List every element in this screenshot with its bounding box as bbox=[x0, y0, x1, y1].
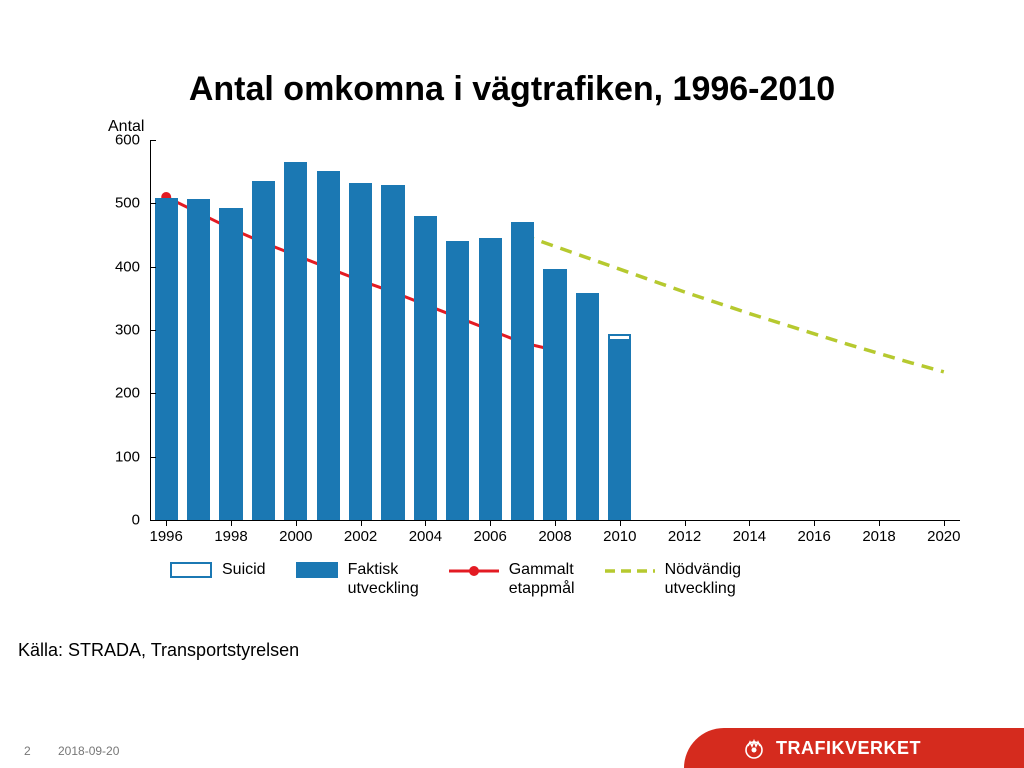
bar bbox=[479, 238, 502, 520]
legend-item-suicid: Suicid bbox=[170, 560, 266, 598]
legend-swatch-faktisk bbox=[296, 562, 338, 578]
ytick-label: 200 bbox=[100, 385, 140, 402]
xtick-mark bbox=[879, 520, 880, 526]
footer-date: 2018-09-20 bbox=[58, 744, 119, 758]
ytick-label: 600 bbox=[100, 132, 140, 149]
chart-title: Antal omkomna i vägtrafiken, 1996-2010 bbox=[0, 70, 1024, 109]
bar bbox=[608, 341, 631, 520]
legend-label-gammalt: Gammaltetappmål bbox=[509, 560, 575, 598]
bar bbox=[414, 216, 437, 520]
bar bbox=[446, 241, 469, 520]
brand-text: TRAFIKVERKET bbox=[776, 738, 921, 759]
bar-suicid bbox=[608, 334, 631, 342]
xtick-mark bbox=[490, 520, 491, 526]
legend-item-nodvandig: Nödvändigutveckling bbox=[605, 560, 742, 598]
legend: Suicid Faktiskutveckling Gammaltetappmål… bbox=[170, 560, 984, 598]
xtick-label: 2010 bbox=[603, 528, 636, 545]
xtick-mark bbox=[231, 520, 232, 526]
chart-area: 0100200300400500600199619982000200220042… bbox=[100, 140, 960, 520]
xtick-label: 2006 bbox=[474, 528, 507, 545]
ytick-mark bbox=[150, 140, 156, 141]
xtick-mark bbox=[555, 520, 556, 526]
ytick-mark bbox=[150, 203, 156, 204]
bar bbox=[317, 171, 340, 520]
plot-area bbox=[150, 140, 960, 520]
bar bbox=[543, 269, 566, 520]
ytick-mark bbox=[150, 457, 156, 458]
bar bbox=[155, 198, 178, 520]
xtick-label: 2012 bbox=[668, 528, 701, 545]
legend-swatch-gammalt bbox=[449, 562, 499, 580]
brand-crown-icon bbox=[742, 736, 766, 760]
bar bbox=[381, 185, 404, 520]
legend-item-faktisk: Faktiskutveckling bbox=[296, 560, 419, 598]
legend-label-suicid: Suicid bbox=[222, 560, 266, 579]
bar bbox=[252, 181, 275, 520]
page-number: 2 bbox=[24, 744, 31, 758]
bar bbox=[511, 222, 534, 520]
xtick-label: 2014 bbox=[733, 528, 766, 545]
xtick-label: 2008 bbox=[538, 528, 571, 545]
bar bbox=[284, 162, 307, 520]
xtick-label: 2000 bbox=[279, 528, 312, 545]
xtick-mark bbox=[814, 520, 815, 526]
xtick-label: 2020 bbox=[927, 528, 960, 545]
bar bbox=[219, 208, 242, 520]
legend-label-faktisk: Faktiskutveckling bbox=[348, 560, 419, 598]
xtick-mark bbox=[166, 520, 167, 526]
xtick-label: 2016 bbox=[798, 528, 831, 545]
ytick-mark bbox=[150, 330, 156, 331]
source-text: Källa: STRADA, Transportstyrelsen bbox=[18, 640, 299, 661]
xtick-label: 2018 bbox=[862, 528, 895, 545]
xtick-mark bbox=[620, 520, 621, 526]
ytick-mark bbox=[150, 393, 156, 394]
xtick-mark bbox=[749, 520, 750, 526]
xtick-mark bbox=[944, 520, 945, 526]
xtick-mark bbox=[685, 520, 686, 526]
ytick-label: 0 bbox=[100, 512, 140, 529]
legend-swatch-suicid bbox=[170, 562, 212, 578]
bar bbox=[576, 293, 599, 520]
xtick-label: 1998 bbox=[214, 528, 247, 545]
xtick-mark bbox=[361, 520, 362, 526]
footer: 2 2018-09-20 TRAFIKVERKET bbox=[0, 728, 1024, 768]
ytick-mark bbox=[150, 520, 156, 521]
ytick-label: 300 bbox=[100, 322, 140, 339]
bar bbox=[187, 199, 210, 520]
xtick-mark bbox=[296, 520, 297, 526]
ytick-mark bbox=[150, 267, 156, 268]
xtick-label: 2002 bbox=[344, 528, 377, 545]
bar bbox=[349, 183, 372, 520]
brand-bar: TRAFIKVERKET bbox=[724, 728, 1024, 768]
legend-label-nodvandig: Nödvändigutveckling bbox=[665, 560, 742, 598]
xtick-label: 1996 bbox=[150, 528, 183, 545]
legend-swatch-nodvandig bbox=[605, 562, 655, 580]
ytick-label: 400 bbox=[100, 258, 140, 275]
footer-curve bbox=[684, 728, 724, 768]
xtick-mark bbox=[425, 520, 426, 526]
xtick-label: 2004 bbox=[409, 528, 442, 545]
ytick-label: 500 bbox=[100, 195, 140, 212]
ytick-label: 100 bbox=[100, 448, 140, 465]
legend-item-gammalt: Gammaltetappmål bbox=[449, 560, 575, 598]
